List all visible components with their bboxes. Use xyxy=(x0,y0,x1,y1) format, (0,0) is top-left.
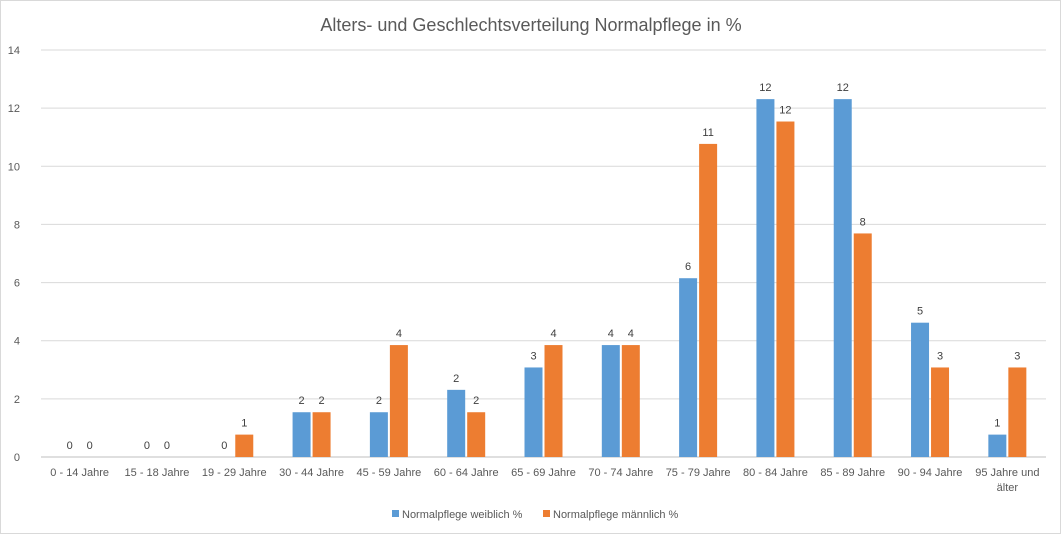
bar-series-2 xyxy=(776,121,795,457)
y-tick-label: 4 xyxy=(14,336,20,348)
data-label: 2 xyxy=(376,395,382,407)
bar-series-2 xyxy=(699,143,718,458)
data-label: 4 xyxy=(550,328,556,340)
x-tick-label: 19 - 29 Jahre xyxy=(202,467,267,479)
y-tick-label: 12 xyxy=(8,103,20,115)
bar-series-2 xyxy=(312,412,331,457)
data-label: 2 xyxy=(319,395,325,407)
data-label: 4 xyxy=(628,328,634,340)
x-tick-label: 60 - 64 Jahre xyxy=(434,467,499,479)
data-label: 0 xyxy=(67,440,73,452)
bar-series-1 xyxy=(988,434,1007,457)
data-label: 0 xyxy=(87,440,93,452)
data-label: 2 xyxy=(299,395,305,407)
bar-series-2 xyxy=(467,412,486,457)
data-label: 4 xyxy=(396,328,402,340)
x-tick-label: 70 - 74 Jahre xyxy=(588,467,653,479)
x-tick-label: 30 - 44 Jahre xyxy=(279,467,344,479)
x-axis-ticks: 0 - 14 Jahre 15 - 18 Jahre 19 - 29 Jahre 30… xyxy=(50,467,1039,494)
x-tick-label: 45 - 59 Jahre xyxy=(356,467,421,479)
x-tick-label: 80 - 84 Jahre xyxy=(743,467,808,479)
data-label: 1 xyxy=(241,418,247,430)
bar-series-2 xyxy=(389,345,408,457)
data-label: 12 xyxy=(779,105,791,117)
x-tick-label: älter xyxy=(997,482,1019,494)
y-axis-ticks: 0 2 4 6 8 10 12 14 xyxy=(8,45,20,464)
x-tick-label: 15 - 18 Jahre xyxy=(125,467,190,479)
bar-series-1 xyxy=(679,278,698,457)
legend: Normalpflege weiblich % Normalpflege männ… xyxy=(392,509,679,521)
bar-series-1 xyxy=(292,412,311,457)
x-tick-label: 90 - 94 Jahre xyxy=(898,467,963,479)
legend-swatch xyxy=(392,510,399,517)
legend-swatch xyxy=(543,510,550,517)
gridlines xyxy=(41,49,1046,458)
bar-series-2 xyxy=(621,345,640,457)
data-label: 0 xyxy=(221,440,227,452)
data-label: 0 xyxy=(164,440,170,452)
bar-series-1 xyxy=(524,367,543,457)
bar-series-1 xyxy=(833,99,852,458)
y-tick-label: 10 xyxy=(8,161,20,173)
y-tick-label: 2 xyxy=(14,394,20,406)
bar-series-2 xyxy=(235,434,254,457)
y-tick-label: 6 xyxy=(14,278,20,290)
x-tick-label: 95 Jahre und xyxy=(975,467,1039,479)
y-tick-label: 0 xyxy=(14,452,20,464)
bar-series-1 xyxy=(911,322,930,457)
x-tick-label: 75 - 79 Jahre xyxy=(666,467,731,479)
y-tick-label: 14 xyxy=(8,45,20,57)
bar-series-2 xyxy=(1008,367,1027,457)
bars xyxy=(235,99,1027,458)
bar-series-2 xyxy=(931,367,950,457)
chart-title: Alters- und Geschlechtsverteilung Normal… xyxy=(320,15,741,35)
bar-series-1 xyxy=(756,99,775,458)
x-tick-label: 65 - 69 Jahre xyxy=(511,467,576,479)
data-label: 6 xyxy=(685,261,691,273)
legend-label: Normalpflege männlich % xyxy=(553,509,679,521)
data-label: 2 xyxy=(473,395,479,407)
data-label: 5 xyxy=(917,306,923,318)
data-label: 12 xyxy=(837,82,849,94)
data-label: 3 xyxy=(1014,350,1020,362)
data-label: 2 xyxy=(453,373,459,385)
data-label: 3 xyxy=(937,350,943,362)
data-label: 4 xyxy=(608,328,614,340)
data-label: 11 xyxy=(702,127,713,139)
bar-series-1 xyxy=(369,412,388,457)
x-tick-label: 85 - 89 Jahre xyxy=(820,467,885,479)
x-tick-label: 0 - 14 Jahre xyxy=(50,467,109,479)
data-label: 3 xyxy=(530,350,536,362)
bar-series-2 xyxy=(853,233,872,457)
bar-series-1 xyxy=(601,345,620,457)
data-label: 0 xyxy=(144,440,150,452)
y-tick-label: 8 xyxy=(14,219,20,231)
bar-series-2 xyxy=(544,345,563,457)
data-label: 1 xyxy=(994,418,1000,430)
data-label: 12 xyxy=(759,82,771,94)
bar-series-1 xyxy=(447,389,466,457)
data-label: 8 xyxy=(860,216,866,228)
legend-label: Normalpflege weiblich % xyxy=(402,509,523,521)
